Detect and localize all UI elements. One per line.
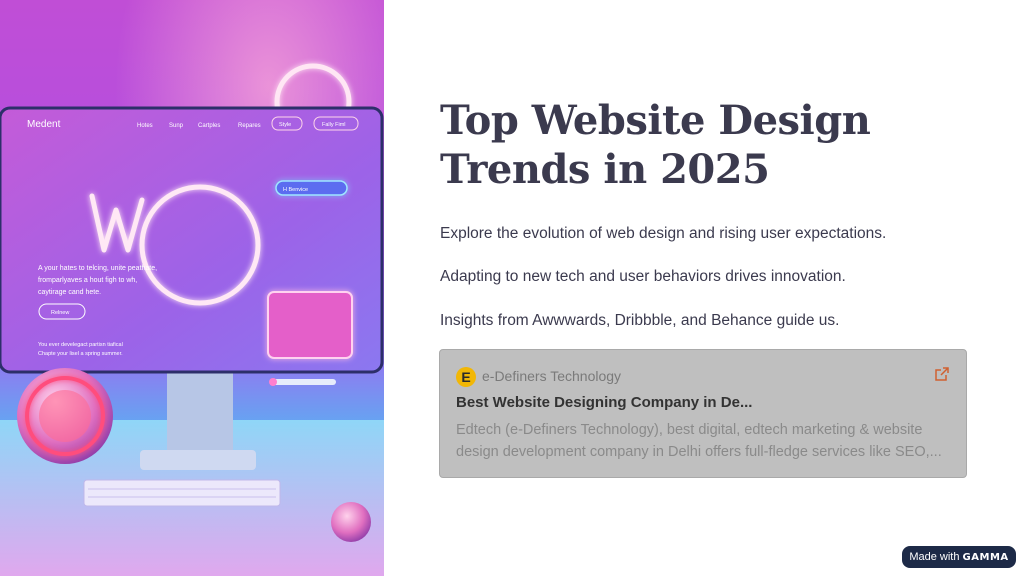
- illustration-nav-button-2: Fally Fiml: [322, 122, 346, 128]
- slide-paragraph-2: Adapting to new tech and user behaviors …: [440, 268, 846, 285]
- illustration-hero-line-2: fromparlyaves a hout figh to wh,: [38, 277, 137, 284]
- slide-paragraph-1: Explore the evolution of web design and …: [440, 225, 887, 242]
- link-preview-card[interactable]: E e-Definers Technology Best Website Des…: [439, 349, 967, 478]
- illustration-footer-line-2: Chapte your lisel a spring summer.: [38, 351, 123, 357]
- illustration-hero-line-1: A your hates to telcing, unite peathate,: [38, 265, 157, 272]
- site-name: e-Definers Technology: [482, 368, 622, 384]
- illustration-search-text: H Benvice: [283, 187, 308, 193]
- illustration-hero-button: Relnew: [51, 310, 69, 316]
- illustration-footer-line-1: You ever develegact partisn tiafical: [38, 342, 123, 348]
- illustration-nav-1: Hotes: [137, 123, 153, 129]
- link-description: Edtech (e-Definers Technology), best dig…: [456, 422, 942, 460]
- hero-illustration: Medent Hotes Sunp Cartples Repares Style…: [0, 0, 384, 576]
- neon-desk-illustration: Medent Hotes Sunp Cartples Repares Style…: [0, 0, 384, 576]
- illustration-brand: Medent: [27, 119, 61, 130]
- slide-title: Top Website Design Trends in 2025: [440, 97, 871, 193]
- site-favicon: E: [456, 367, 476, 387]
- illustration-nav-button-1: Style: [279, 122, 291, 128]
- gamma-logo-text: GAMMA: [962, 552, 1009, 563]
- illustration-nav-2: Sunp: [169, 123, 184, 129]
- badge-prefix: Made with: [909, 551, 960, 563]
- external-link-icon[interactable]: [934, 366, 950, 382]
- slide-paragraph-3: Insights from Awwwards, Dribbble, and Be…: [440, 312, 840, 329]
- illustration-hero-line-3: caytirage cand hete.: [38, 289, 101, 296]
- made-with-gamma-badge[interactable]: Made with GAMMA: [902, 546, 1016, 568]
- illustration-nav-3: Cartples: [198, 123, 220, 129]
- link-title[interactable]: Best Website Designing Company in De...: [456, 394, 753, 411]
- illustration-nav-4: Repares: [238, 123, 261, 129]
